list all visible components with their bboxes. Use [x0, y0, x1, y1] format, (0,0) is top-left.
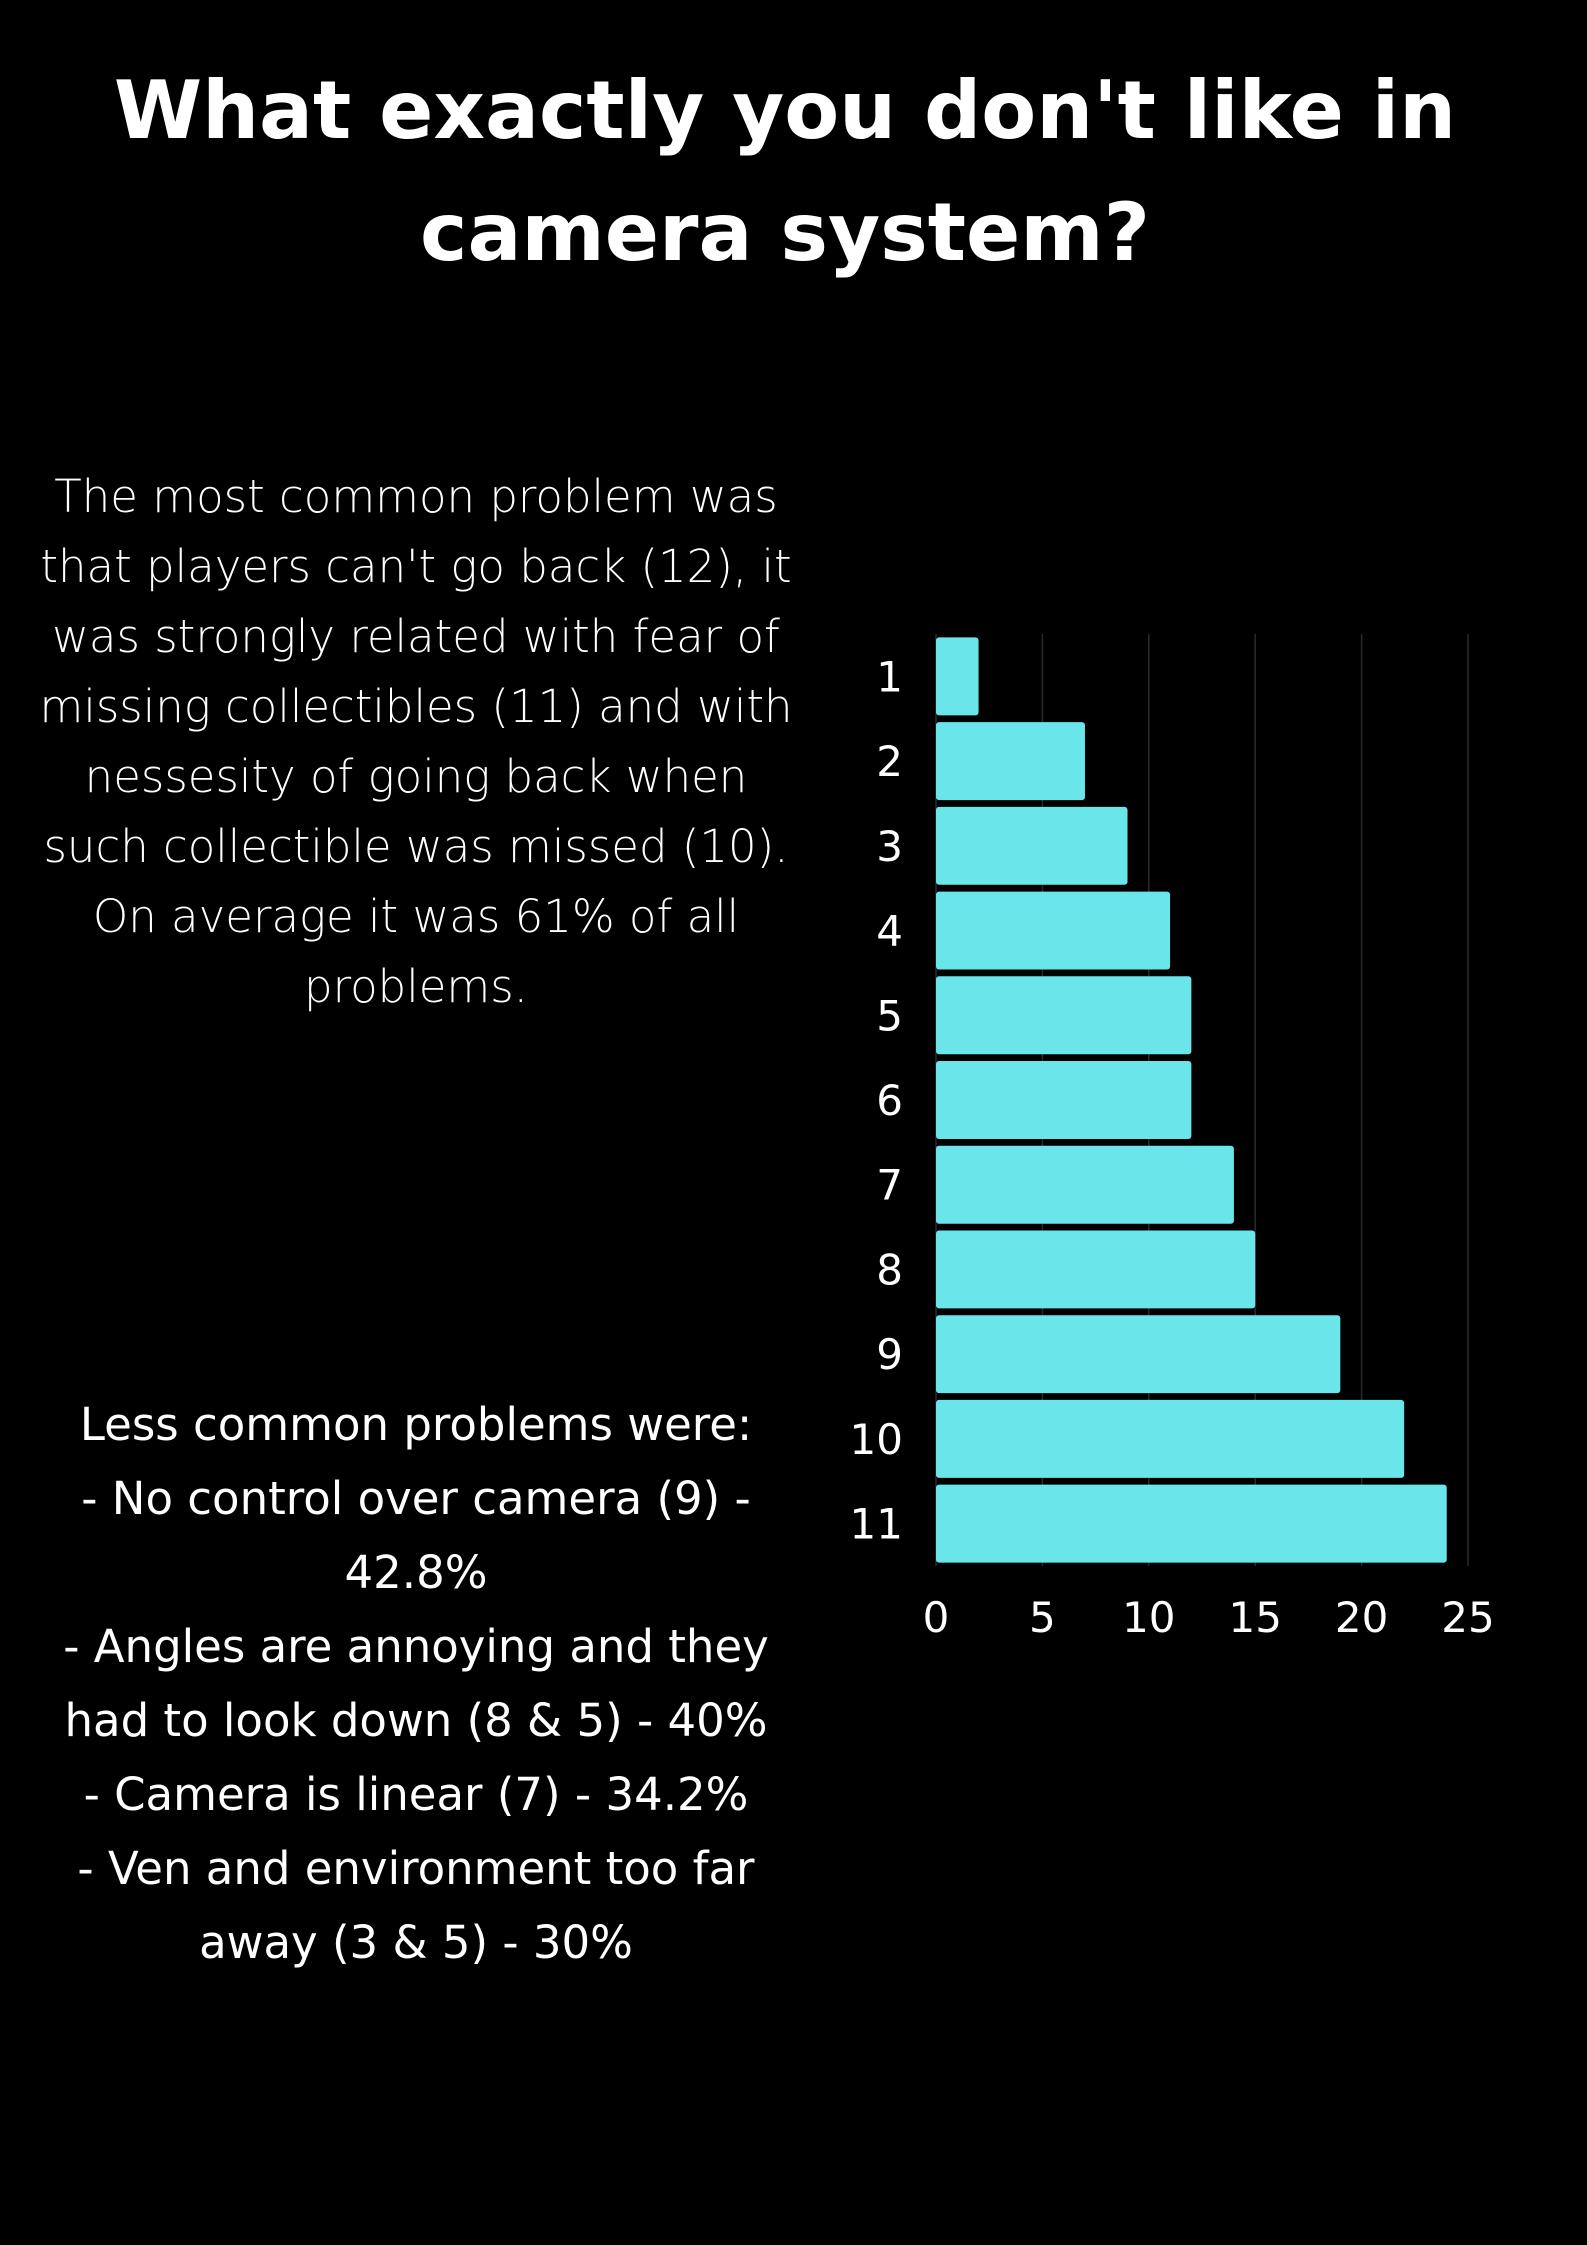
- bar-7: [936, 1145, 1234, 1224]
- category-labels: 1 2 3 4 5 6 7 8 9 10 11: [850, 652, 903, 1548]
- bar-6: [936, 1061, 1192, 1139]
- category-label: 11: [850, 1500, 903, 1549]
- bars: [936, 637, 1447, 1563]
- category-label: 2: [876, 737, 903, 786]
- x-tick-label: 5: [1029, 1593, 1056, 1642]
- bar-8: [936, 1230, 1256, 1309]
- problem-item: - No control over camera (9) - 42.8%: [81, 1472, 751, 1599]
- category-label: 9: [876, 1330, 903, 1379]
- bar-1: [936, 637, 979, 716]
- bar-10: [936, 1399, 1405, 1478]
- summary-paragraph: The most common problem was that players…: [39, 470, 793, 1013]
- problems-heading: Less common problems were:: [79, 1398, 753, 1451]
- category-label: 5: [876, 991, 903, 1040]
- category-label: 10: [850, 1415, 903, 1464]
- bar-11: [936, 1484, 1447, 1563]
- category-label: 7: [876, 1161, 903, 1210]
- x-tick-label: 10: [1122, 1593, 1175, 1642]
- x-tick-label: 25: [1441, 1593, 1494, 1642]
- problem-item: - Camera is linear (7) - 34.2%: [83, 1768, 749, 1821]
- less-common-problems: Less common problems were: - No control …: [20, 1388, 812, 1980]
- category-label: 4: [876, 907, 903, 956]
- category-label: 8: [876, 1245, 903, 1294]
- bar-4: [936, 891, 1171, 970]
- x-tick-label: 20: [1335, 1593, 1388, 1642]
- category-label: 3: [876, 822, 903, 871]
- problem-item: - Angles are annoying and they had to lo…: [63, 1620, 769, 1747]
- x-tick-label: 15: [1228, 1593, 1281, 1642]
- x-tick-label: 0: [923, 1593, 950, 1642]
- bar-2: [936, 722, 1085, 801]
- bar-3: [936, 806, 1128, 885]
- category-label: 6: [876, 1076, 903, 1125]
- category-label: 1: [876, 652, 903, 701]
- page-title: What exactly you don't like in camera sy…: [113, 64, 1457, 279]
- bar-5: [936, 976, 1192, 1055]
- bar-9: [936, 1315, 1341, 1394]
- x-tick-labels: 0 5 10 15 20 25: [923, 1593, 1495, 1642]
- problem-item: - Ven and environment too far away (3 & …: [77, 1842, 755, 1969]
